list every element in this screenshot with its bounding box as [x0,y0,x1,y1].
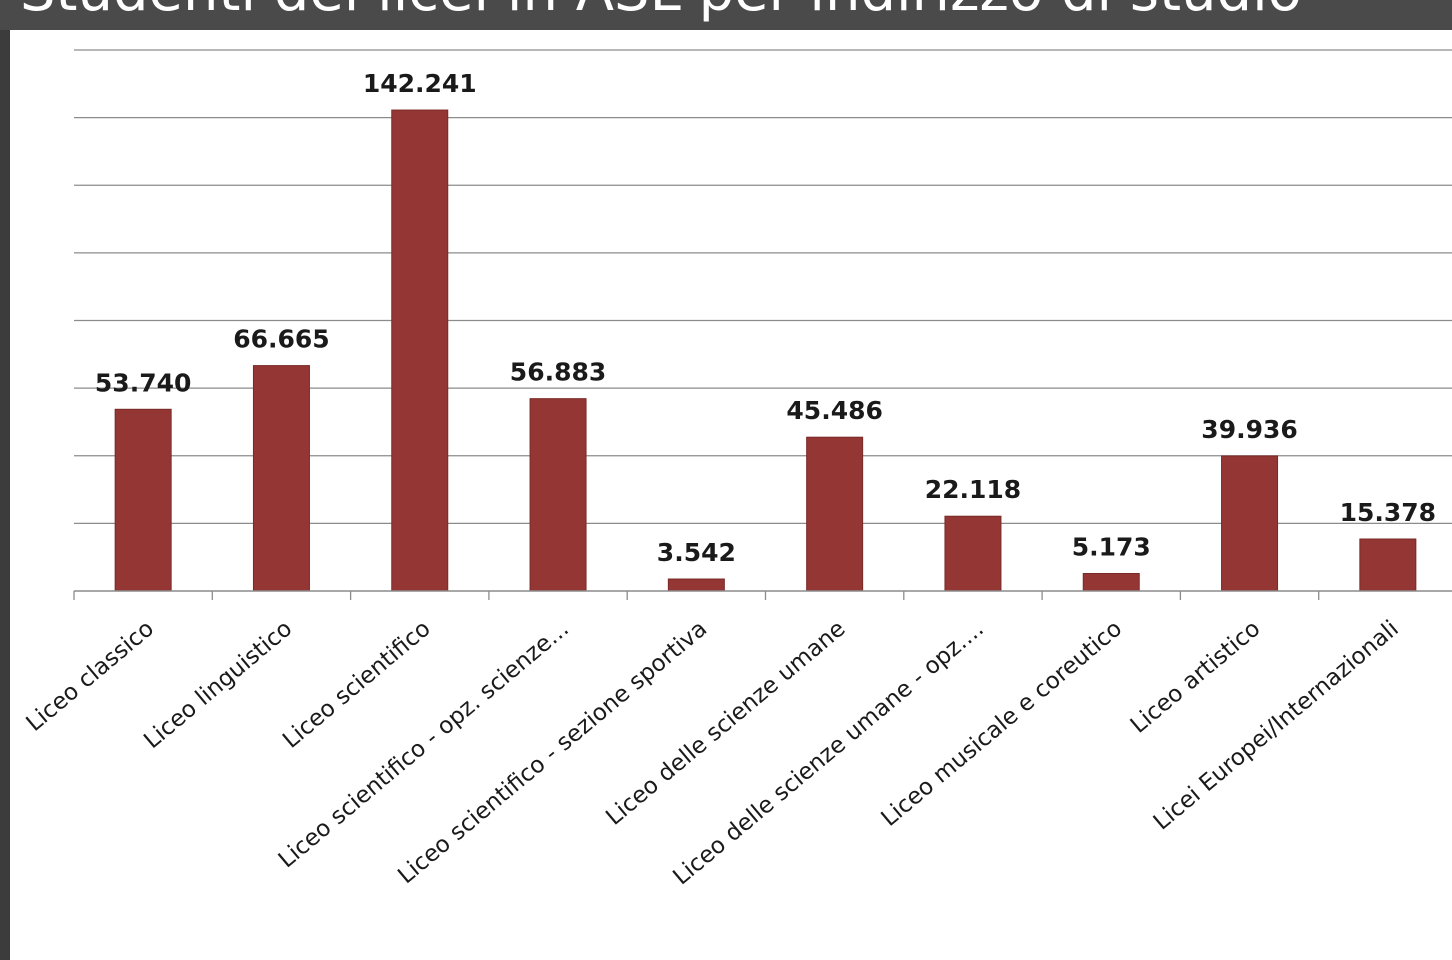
category-label: Liceo delle scienze umane [601,616,850,831]
bar [114,408,172,592]
category-label: Liceo musicale e coreutico [877,616,1128,832]
category-label: Liceo classico [22,616,159,737]
data-label: 142.241 [363,69,477,98]
bars [114,109,1417,592]
bar [1359,538,1417,592]
bar [391,109,449,592]
category-label: Liceo artistico [1126,616,1266,739]
bar [1221,455,1279,592]
category-label: Liceo linguistico [139,616,297,754]
data-label: 45.486 [786,396,882,425]
data-label: 39.936 [1201,415,1297,444]
bar [944,515,1002,592]
bar [529,398,587,592]
data-label: 3.542 [657,538,736,567]
page-title: Studenti dei licei in ASL per indirizzo … [20,0,1302,20]
category-label: Liceo scientifico - sezione sportiva [393,616,712,890]
data-label: 56.883 [510,358,606,387]
title-bar: Studenti dei licei in ASL per indirizzo … [0,0,1452,30]
data-labels: 53.740 66.665 142.241 56.883 3.542 45.486 22.1… [95,69,1436,567]
category-label: Liceo scientifico - opz. scienze... [274,616,574,874]
category-label: Liceo scientifico [278,616,435,754]
category-label: Licei Europei/Internazionali [1149,616,1404,836]
bar [806,436,864,592]
bar [252,365,310,592]
data-label: 22.118 [925,475,1021,504]
x-axis [73,590,1452,600]
bar [667,578,725,592]
bar [1082,573,1140,592]
category-label: Liceo delle scienze umane - opz.... [668,616,988,891]
data-label: 5.173 [1072,533,1151,562]
data-label: 53.740 [95,368,191,397]
slide-left-border [0,0,10,960]
data-label: 66.665 [233,325,329,354]
data-label: 15.378 [1340,498,1436,527]
